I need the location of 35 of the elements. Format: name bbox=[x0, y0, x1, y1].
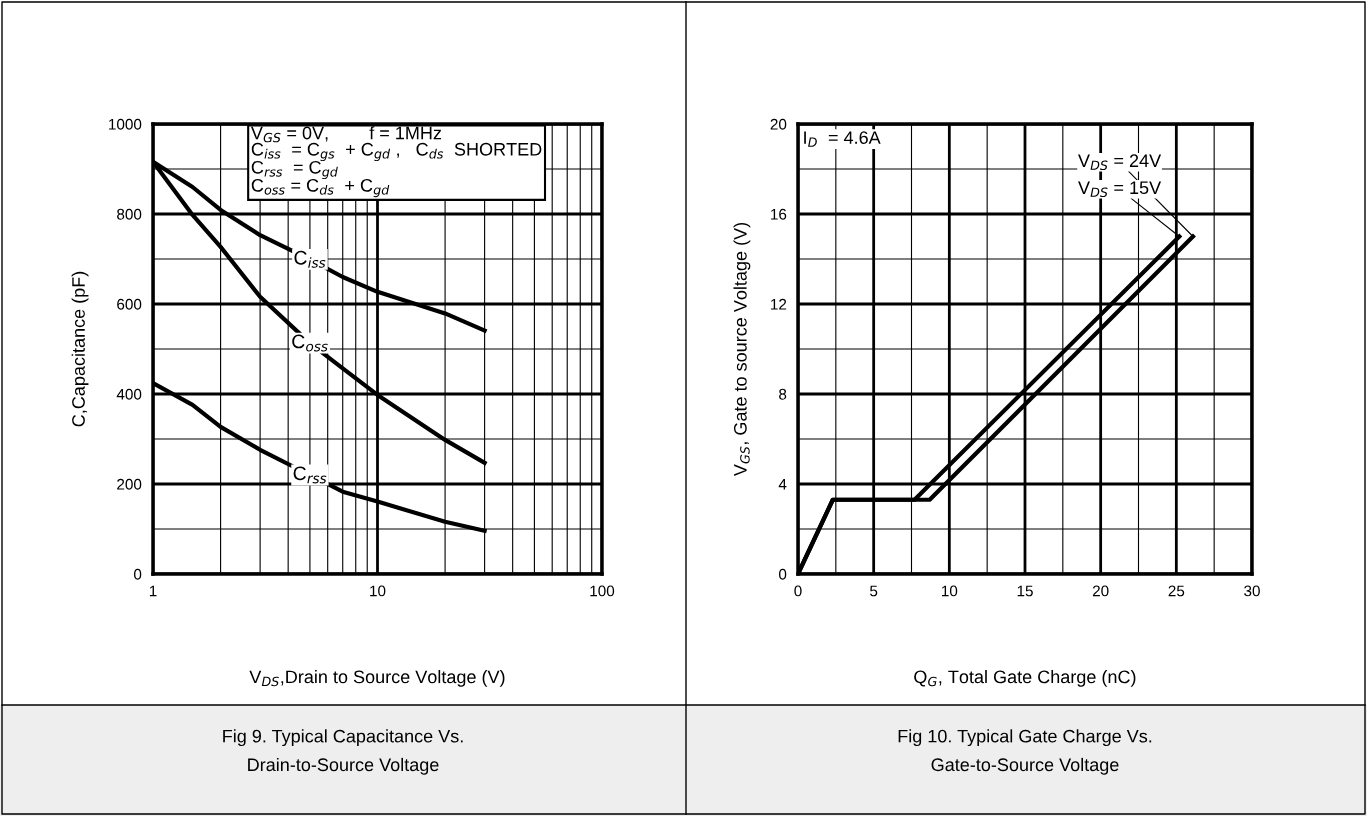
x-tick-label: 20 bbox=[1092, 585, 1109, 597]
y-tick-label: 200 bbox=[117, 478, 142, 490]
x-tick-label: 100 bbox=[590, 585, 615, 597]
y-tick-label: 16 bbox=[771, 208, 787, 220]
y-tick-label: 800 bbox=[117, 208, 142, 220]
x-axis-title: Q$_{G}$, Total Gate Charge (nC) bbox=[914, 670, 1136, 687]
y-tick-label: 1000 bbox=[109, 118, 142, 130]
x-axis-title: V$_{DS}$,Drain to Source Voltage (V) bbox=[249, 670, 505, 687]
x-tick-label: 10 bbox=[370, 585, 386, 597]
y-tick-label: 0 bbox=[778, 568, 787, 580]
text: C$_{iss}$ = C$_{gs}$ + C$_{gd}$ , C$_{ds}$ SHORTED bbox=[251, 142, 542, 162]
annotation: C$_{oss}$ = C$_{ds}$ + C$_{gd}$ bbox=[251, 178, 390, 198]
x-tick-label: 0 bbox=[794, 585, 802, 597]
x-tick-label: 5 bbox=[870, 585, 878, 597]
y-tick-label: 20 bbox=[770, 118, 787, 130]
text: V$_{DS}$ = 24V bbox=[1078, 154, 1162, 171]
annotation: C$_{rss}$ = C$_{gd}$ bbox=[251, 160, 338, 180]
y-tick-label: 8 bbox=[779, 388, 787, 400]
x-tick-label: 30 bbox=[1244, 585, 1260, 597]
annotation: I$_{D}$ = 4.6A bbox=[804, 131, 881, 147]
x-tick-label: 1 bbox=[149, 585, 157, 597]
y-tick-label: 0 bbox=[133, 568, 142, 580]
y-tick-label: 400 bbox=[116, 388, 142, 400]
text: Fig 10. Typical Gate Charge Vs. Gate-to-Source Voltage bbox=[898, 729, 1152, 775]
y-tick-label: 4 bbox=[778, 479, 787, 490]
annotation: V$_{GS}$ = 0V, f = 1MHz bbox=[250, 126, 442, 143]
y-axis-title: C,Capacitance (pF) bbox=[71, 271, 89, 427]
x-tick-label: 10 bbox=[942, 585, 958, 597]
y-axis-title: V$_{GS}$, Gate to source Voltage (V) bbox=[733, 223, 751, 477]
y-tick-label: 600 bbox=[117, 298, 142, 310]
x-tick-label: 25 bbox=[1168, 585, 1185, 597]
text: Fig 9. Typical Capacitance Vs. Drain-to-Source Voltage bbox=[223, 729, 463, 775]
y-tick-label: 12 bbox=[771, 298, 787, 310]
x-tick-label: 15 bbox=[1017, 585, 1033, 597]
text: V$_{DS}$ = 15V bbox=[1078, 181, 1162, 198]
